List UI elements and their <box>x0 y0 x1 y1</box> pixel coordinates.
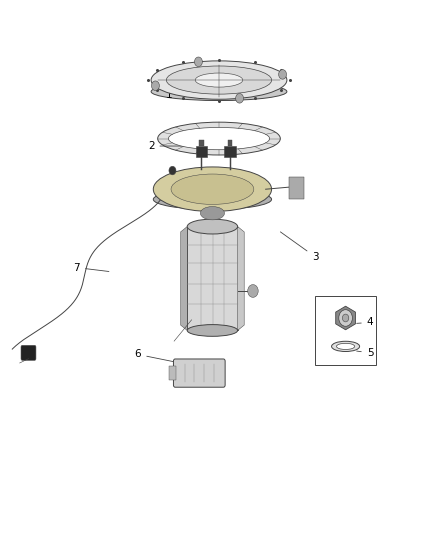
Text: 4: 4 <box>357 318 374 327</box>
Ellipse shape <box>166 66 272 94</box>
Ellipse shape <box>187 219 237 234</box>
Text: 6: 6 <box>134 350 175 362</box>
Bar <box>196 146 207 157</box>
FancyBboxPatch shape <box>173 359 225 387</box>
Circle shape <box>339 310 353 326</box>
Bar <box>224 146 236 157</box>
Ellipse shape <box>151 61 287 99</box>
Ellipse shape <box>168 127 269 150</box>
Text: 7: 7 <box>73 263 109 272</box>
Ellipse shape <box>158 122 280 155</box>
Text: 1: 1 <box>165 87 210 100</box>
Text: 2: 2 <box>148 141 184 151</box>
Ellipse shape <box>171 174 254 204</box>
Ellipse shape <box>195 73 243 87</box>
Ellipse shape <box>153 189 272 209</box>
Bar <box>199 140 204 146</box>
Text: 3: 3 <box>280 232 319 262</box>
Ellipse shape <box>200 206 224 220</box>
Bar <box>228 140 232 146</box>
Ellipse shape <box>336 343 355 350</box>
Ellipse shape <box>153 167 272 212</box>
Circle shape <box>343 314 349 322</box>
Polygon shape <box>180 227 187 330</box>
Text: 5: 5 <box>357 348 374 358</box>
Circle shape <box>194 57 202 67</box>
FancyBboxPatch shape <box>21 345 36 360</box>
Ellipse shape <box>187 325 237 336</box>
Bar <box>289 177 304 199</box>
Circle shape <box>152 81 159 91</box>
Bar <box>169 366 176 381</box>
Ellipse shape <box>332 341 360 352</box>
Polygon shape <box>336 306 356 330</box>
Circle shape <box>169 166 176 175</box>
Bar <box>315 296 376 365</box>
Polygon shape <box>237 227 244 330</box>
Circle shape <box>248 285 258 297</box>
Bar <box>208 199 217 227</box>
Ellipse shape <box>151 83 287 101</box>
Circle shape <box>236 93 244 103</box>
Circle shape <box>279 70 286 79</box>
Bar <box>187 227 237 330</box>
